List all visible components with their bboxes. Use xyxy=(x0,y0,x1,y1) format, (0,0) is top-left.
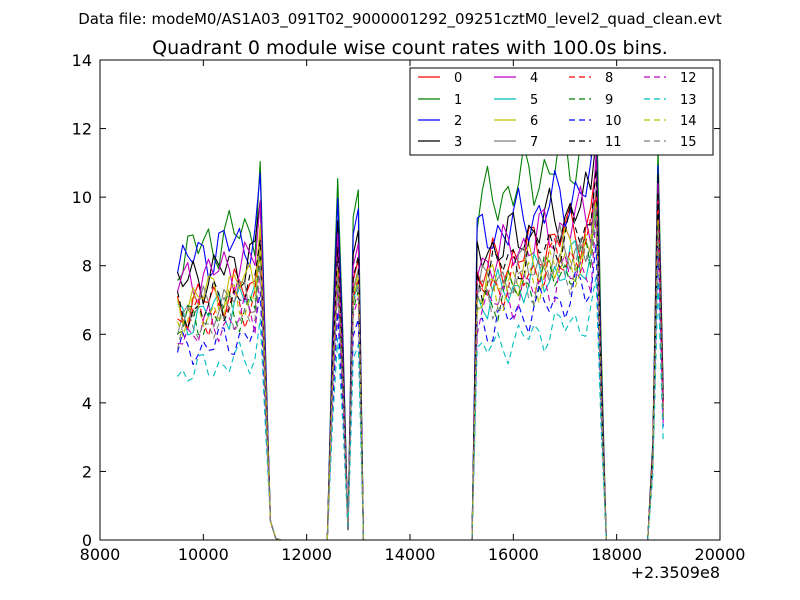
legend-label-4: 4 xyxy=(530,71,538,86)
y-tick-label: 4 xyxy=(82,394,92,413)
x-tick-label: 14000 xyxy=(385,545,436,564)
x-tick-label: 10000 xyxy=(178,545,229,564)
y-tick-label: 8 xyxy=(82,257,92,276)
legend-label-1: 1 xyxy=(454,93,462,108)
x-tick-label: 8000 xyxy=(80,545,121,564)
x-offset-label: +2.3509e8 xyxy=(631,563,720,582)
y-tick-label: 12 xyxy=(72,120,92,139)
legend-label-12: 12 xyxy=(680,71,697,86)
legend-box xyxy=(409,67,714,156)
legend-label-10: 10 xyxy=(605,114,622,129)
legend-label-7: 7 xyxy=(530,135,538,150)
legend-label-0: 0 xyxy=(454,71,462,86)
series-line-10 xyxy=(176,243,664,541)
series-line-12 xyxy=(177,217,664,541)
legend-label-13: 13 xyxy=(680,93,697,108)
series-line-15 xyxy=(176,206,664,541)
y-tick-label: 10 xyxy=(72,188,92,207)
legend-label-3: 3 xyxy=(454,135,462,150)
legend-label-9: 9 xyxy=(605,93,613,108)
y-tick-label: 14 xyxy=(72,51,92,70)
x-tick-label: 20000 xyxy=(695,545,746,564)
legend-label-15: 15 xyxy=(680,135,697,150)
y-tick-label: 6 xyxy=(82,325,92,344)
y-tick-label: 2 xyxy=(82,462,92,481)
axis-ticks: 8000 10000 12000 14000 16000 18000 20000 0 2 4 6 8 1… xyxy=(72,51,746,564)
legend-label-14: 14 xyxy=(680,114,697,129)
x-tick-label: 12000 xyxy=(281,545,332,564)
legend-label-8: 8 xyxy=(605,71,613,86)
x-tick-label: 16000 xyxy=(488,545,539,564)
data-file-header: Data file: modeM0/AS1A03_091T02_90000012… xyxy=(78,10,722,29)
legend-label-2: 2 xyxy=(454,114,462,129)
legend-label-6: 6 xyxy=(530,114,538,129)
plot-lines xyxy=(176,72,664,541)
legend-label-5: 5 xyxy=(530,93,538,108)
x-tick-label: 18000 xyxy=(591,545,642,564)
series-line-9 xyxy=(177,209,664,541)
y-tick-label: 0 xyxy=(82,531,92,550)
legend-label-11: 11 xyxy=(605,135,622,150)
chart-title: Quadrant 0 module wise count rates with … xyxy=(152,37,668,59)
series-line-14 xyxy=(176,202,664,541)
